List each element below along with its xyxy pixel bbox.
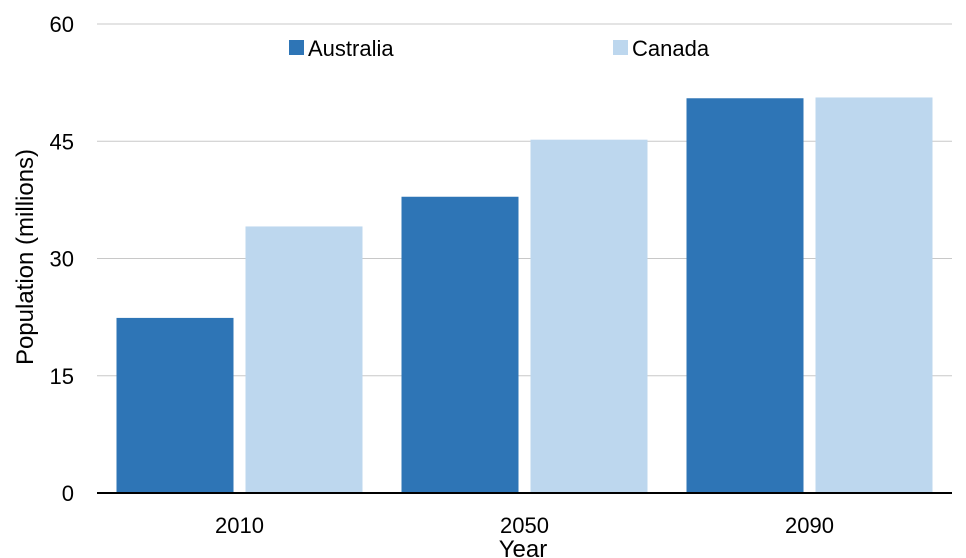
x-axis-title: Year bbox=[499, 536, 548, 558]
legend-label-australia: Australia bbox=[308, 36, 394, 61]
y-axis-title: Population (millions) bbox=[12, 149, 39, 365]
y-tick-label: 30 bbox=[50, 247, 74, 272]
bar-australia-2050 bbox=[401, 196, 519, 493]
bar-australia-2090 bbox=[686, 98, 804, 493]
legend: Australia Canada bbox=[289, 36, 710, 61]
bars bbox=[116, 97, 933, 494]
legend-swatch-canada bbox=[613, 40, 628, 55]
legend-label-canada: Canada bbox=[632, 36, 710, 61]
x-tick-label: 2010 bbox=[215, 513, 264, 538]
x-tick-label: 2050 bbox=[500, 513, 549, 538]
y-tick-label: 60 bbox=[50, 12, 74, 37]
y-tick-label: 15 bbox=[50, 364, 74, 389]
legend-swatch-australia bbox=[289, 40, 304, 55]
bar-australia-2010 bbox=[116, 317, 234, 493]
grid-lines bbox=[97, 23, 952, 377]
bar-canada-2010 bbox=[245, 226, 363, 493]
x-tick-label: 2090 bbox=[785, 513, 834, 538]
bar-canada-2050 bbox=[530, 139, 648, 494]
y-tick-label: 0 bbox=[62, 481, 74, 506]
bar-canada-2090 bbox=[815, 97, 933, 493]
y-tick-label: 45 bbox=[50, 129, 74, 154]
axes: 0 15 30 45 60 2010 2050 2090 bbox=[50, 12, 952, 538]
